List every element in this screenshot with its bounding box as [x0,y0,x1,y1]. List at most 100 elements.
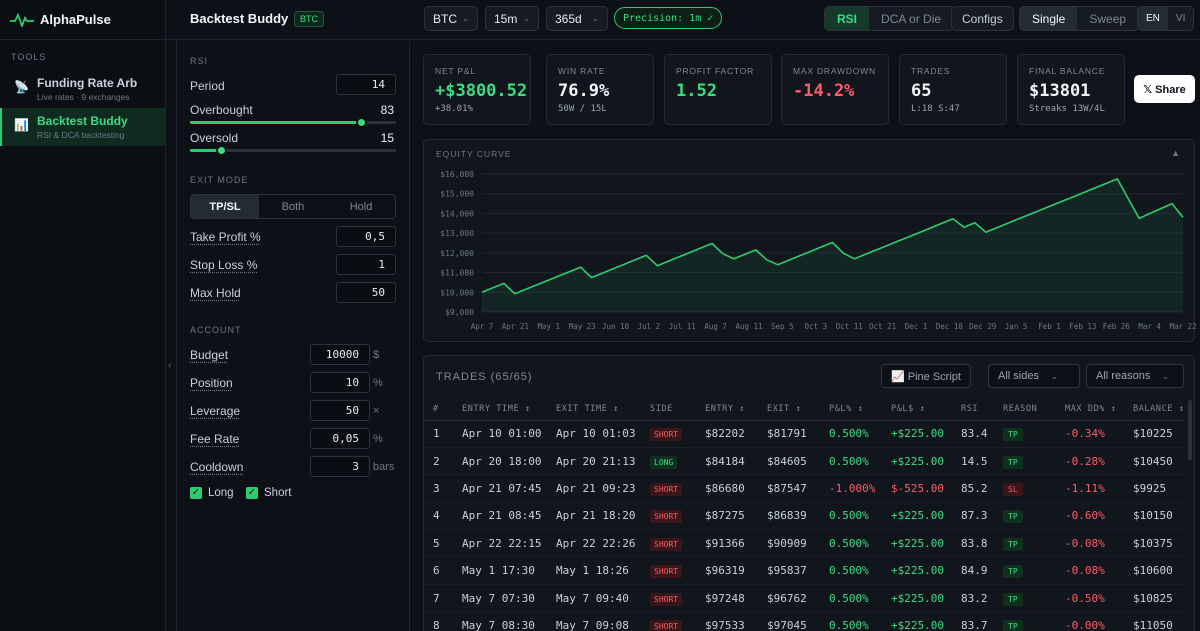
stat-sub: L:18 S:47 [911,104,960,114]
stat-trades: TRADES 65 L:18 S:47 [899,54,1007,125]
column-header[interactable]: EXIT ↕ [759,398,821,421]
overbought-slider-handle[interactable] [355,117,367,128]
tab-tp-sl[interactable]: TP/SL [191,195,259,218]
cooldown-input[interactable]: 3 [310,456,370,477]
period-input[interactable]: 14 [336,74,396,95]
column-header[interactable]: # [424,398,454,421]
sidebar-item-backtest-buddy[interactable]: 📊 Backtest Buddy RSI & DCA backtesting [0,108,165,146]
sidebar-item-funding-rate-arb[interactable]: 📡 Funding Rate Arb Live rates · 9 exchan… [0,70,165,108]
max-hold-input[interactable]: 50 [336,282,396,303]
table-row[interactable]: 4 Apr 21 08:45 Apr 21 18:20 SHORT $87275 $868… [424,502,1185,531]
table-scrollbar[interactable] [1188,400,1192,460]
table-cell: -0.08% [1057,529,1125,558]
section-account: ACCOUNT [190,325,242,335]
side-badge: SHORT [650,428,683,442]
table-cell: $-525.00 [883,474,953,503]
leverage-input[interactable]: 50 [310,400,370,421]
column-header[interactable]: ENTRY TIME ↕ [454,398,548,421]
long-checkbox[interactable]: ✓ Long [190,487,234,499]
stat-sub: 50W / 15L [558,104,607,114]
column-header[interactable]: MAX DD% ↕ [1057,398,1125,421]
table-cell: +$225.00 [883,447,953,476]
fee-rate-input[interactable]: 0,05 [310,428,370,449]
tab-single[interactable]: Single [1020,7,1078,30]
chevron-down-icon: ⌄ [523,14,530,23]
brand[interactable]: AlphaPulse [0,0,165,40]
table-cell: $10150 [1125,502,1185,531]
take-profit-input[interactable]: 0,5 [336,226,396,247]
table-cell: 2 [424,447,454,476]
stat-label: WIN RATE [558,66,606,76]
x-tick-label: Sep 5 [771,322,794,331]
table-cell: $10825 [1125,584,1185,613]
x-tick-label: Dec 29 [969,322,996,331]
table-row[interactable]: 2 Apr 20 18:00 Apr 20 21:13 LONG $84184 $8460… [424,447,1185,476]
table-row[interactable]: 7 May 7 07:30 May 7 09:40 SHORT $97248 $96762… [424,584,1185,613]
table-row[interactable]: 3 Apr 21 07:45 Apr 21 09:23 SHORT $86680 $875… [424,474,1185,503]
leverage-label: Leverage [190,404,241,418]
long-label: Long [208,487,234,499]
share-on-x-button[interactable]: 𝕏 Share [1134,75,1195,103]
table-cell: $87547 [759,474,821,503]
precision-toggle[interactable]: Precision: 1m ✓ [614,7,723,29]
budget-input[interactable]: 10000 [310,344,370,365]
stat-sub: Streaks 13W/4L [1029,104,1105,114]
table-cell: -0.00% [1057,611,1125,631]
oversold-slider[interactable] [190,145,396,156]
table-row[interactable]: 5 Apr 22 22:15 Apr 22 22:26 SHORT $91366 $909… [424,529,1185,558]
tab-dca-or-die[interactable]: DCA or Die [881,11,942,26]
collapse-chart-icon[interactable]: ▲ [1171,148,1180,158]
column-header[interactable]: P&L$ ↕ [883,398,953,421]
table-cell: $95837 [759,556,821,585]
table-cell: SHORT [642,502,697,531]
y-tick-label: $10,000 [440,288,474,297]
column-header[interactable]: BALANCE ↕ [1125,398,1185,421]
short-checkbox[interactable]: ✓ Short [246,487,292,499]
table-cell: TP [995,529,1057,558]
x-tick-label: Mar 22 [1169,322,1196,331]
table-row[interactable]: 1 Apr 10 01:00 Apr 10 01:03 SHORT $82202 $817… [424,420,1185,448]
oversold-slider-handle[interactable] [215,145,227,156]
reasons-filter-select[interactable]: All reasons ⌄ [1086,364,1184,388]
tab-sweep[interactable]: Sweep [1089,11,1127,26]
sides-filter-select[interactable]: All sides ⌄ [988,364,1080,388]
side-badge: SHORT [650,592,683,606]
page-title: Backtest Buddy [190,11,289,26]
tab-lang-en[interactable]: EN [1138,7,1168,30]
tab-both[interactable]: Both [281,200,305,213]
column-header[interactable]: ENTRY ↕ [697,398,759,421]
collapse-sidebar-icon[interactable]: ‹ [168,360,172,371]
interval-select[interactable]: 15m ⌄ [485,6,539,31]
range-select[interactable]: 365d ⌄ [546,6,608,31]
table-row[interactable]: 8 May 7 08:30 May 7 09:08 SHORT $97533 $97045… [424,611,1185,631]
configs-button[interactable]: Configs [951,6,1014,31]
column-header[interactable]: SIDE [642,398,697,421]
x-tick-label: Apr 21 [502,322,529,331]
short-label: Short [264,487,292,499]
table-cell: $97533 [697,611,759,631]
table-cell: TP [995,420,1057,448]
x-tick-label: Oct 11 [836,322,863,331]
asset-select[interactable]: BTC ⌄ [424,6,478,31]
table-cell: $84184 [697,447,759,476]
table-cell: SHORT [642,584,697,613]
column-header[interactable]: REASON [995,398,1057,421]
reason-badge: TP [1003,455,1023,469]
tab-lang-vi[interactable]: VI [1175,13,1186,24]
column-header[interactable]: EXIT TIME ↕ [548,398,642,421]
interval-select-value: 15m [494,11,518,26]
pine-script-button[interactable]: 📈 Pine Script [881,364,971,388]
column-header[interactable]: P&L% ↕ [821,398,883,421]
tab-rsi[interactable]: RSI [825,7,870,30]
stop-loss-input[interactable]: 1 [336,254,396,275]
column-header[interactable]: RSI [953,398,995,421]
table-cell: Apr 20 18:00 [454,447,548,476]
position-input[interactable]: 10 [310,372,370,393]
table-cell: May 1 17:30 [454,556,548,585]
overbought-slider[interactable] [190,117,396,128]
table-row[interactable]: 6 May 1 17:30 May 1 18:26 SHORT $96319 $95837… [424,556,1185,585]
stat-label: PROFIT FACTOR [676,66,755,76]
sidebar-item-label: Backtest Buddy [37,114,128,128]
asset-badge: BTC [294,11,324,27]
tab-hold[interactable]: Hold [349,200,373,213]
